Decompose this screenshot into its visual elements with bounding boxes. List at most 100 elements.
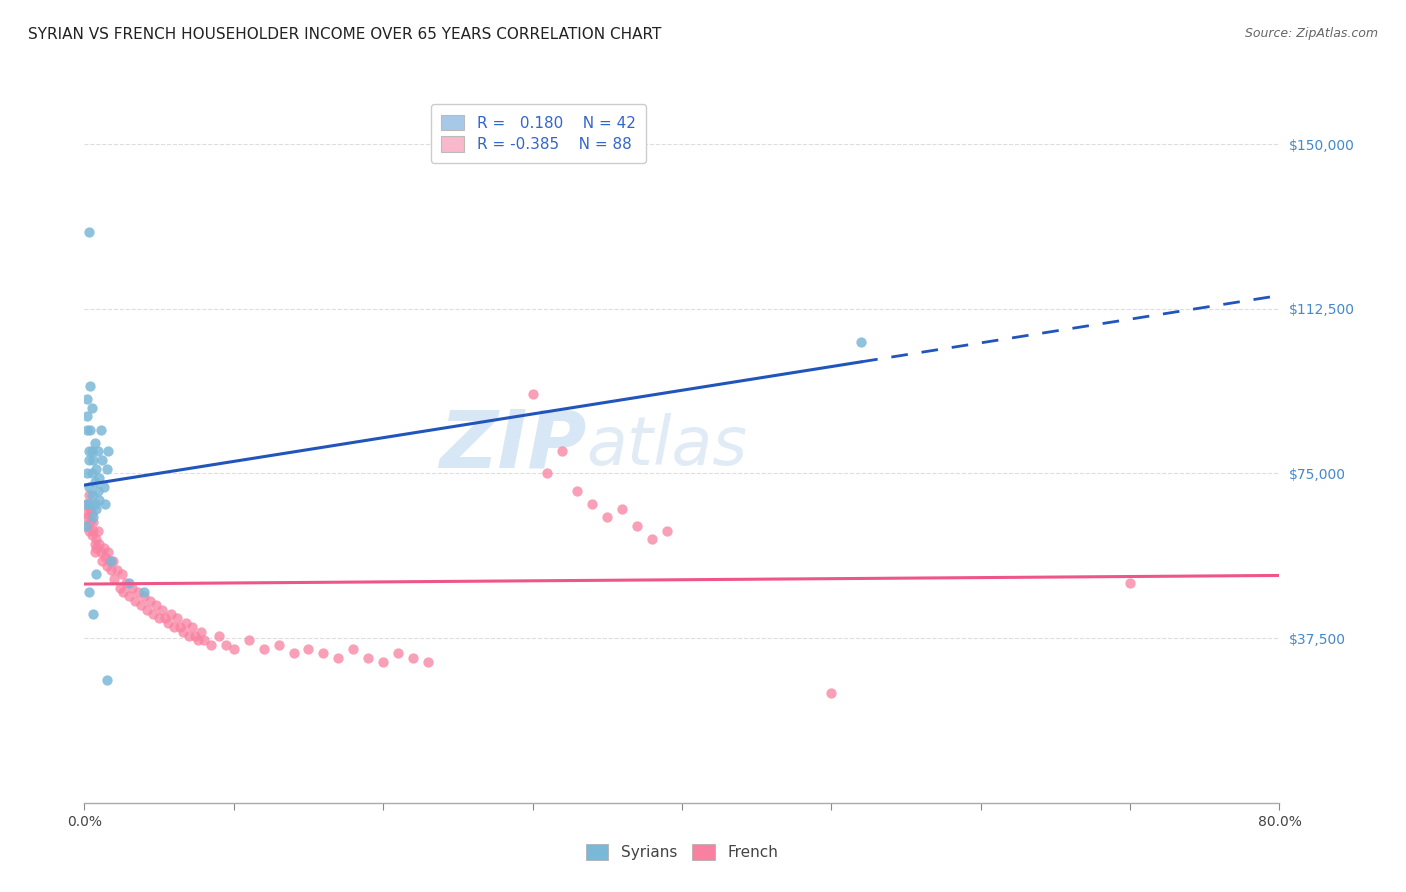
Point bbox=[567, 483, 589, 498]
Point bbox=[118, 576, 141, 591]
Legend: Syrians, French: Syrians, French bbox=[579, 838, 785, 866]
Point bbox=[98, 554, 121, 568]
Point bbox=[87, 444, 110, 458]
Point bbox=[79, 501, 101, 516]
Point bbox=[76, 497, 98, 511]
Point bbox=[76, 409, 98, 424]
Point bbox=[82, 453, 104, 467]
Point bbox=[101, 554, 124, 568]
Point bbox=[851, 334, 873, 349]
Point bbox=[121, 581, 143, 595]
Point bbox=[124, 594, 146, 608]
Point bbox=[342, 642, 364, 657]
Point bbox=[97, 545, 120, 559]
Point bbox=[142, 607, 165, 621]
Point bbox=[87, 483, 110, 498]
Point bbox=[115, 576, 138, 591]
Point bbox=[215, 638, 238, 652]
Point bbox=[80, 528, 103, 542]
Point bbox=[172, 624, 194, 639]
Point bbox=[820, 686, 842, 700]
Point bbox=[79, 497, 101, 511]
Point bbox=[100, 554, 122, 568]
Point bbox=[145, 598, 167, 612]
Point bbox=[94, 497, 117, 511]
Point bbox=[373, 655, 395, 669]
Point bbox=[96, 558, 118, 573]
Point bbox=[89, 471, 111, 485]
Point bbox=[86, 462, 108, 476]
Point bbox=[132, 585, 156, 599]
Text: Source: ZipAtlas.com: Source: ZipAtlas.com bbox=[1244, 27, 1378, 40]
Point bbox=[77, 524, 100, 538]
Point bbox=[83, 475, 105, 490]
Point bbox=[1119, 576, 1142, 591]
Point bbox=[93, 541, 115, 555]
Point bbox=[94, 549, 117, 564]
Point bbox=[77, 225, 100, 239]
Point bbox=[86, 541, 108, 555]
Point bbox=[83, 537, 105, 551]
Point bbox=[89, 492, 111, 507]
Point bbox=[163, 620, 186, 634]
Point bbox=[187, 633, 209, 648]
Point bbox=[174, 615, 197, 630]
Point bbox=[79, 423, 101, 437]
Point bbox=[153, 611, 176, 625]
Point bbox=[80, 506, 103, 520]
Point bbox=[86, 501, 108, 516]
Point bbox=[76, 423, 98, 437]
Point bbox=[416, 655, 439, 669]
Point bbox=[76, 467, 98, 481]
Point bbox=[97, 444, 120, 458]
Point bbox=[139, 594, 162, 608]
Point bbox=[86, 533, 108, 547]
Point bbox=[75, 506, 97, 520]
Point bbox=[184, 629, 207, 643]
Text: SYRIAN VS FRENCH HOUSEHOLDER INCOME OVER 65 YEARS CORRELATION CHART: SYRIAN VS FRENCH HOUSEHOLDER INCOME OVER… bbox=[28, 27, 661, 42]
Point bbox=[83, 435, 105, 450]
Point bbox=[222, 642, 245, 657]
Point bbox=[160, 607, 183, 621]
Point bbox=[96, 673, 118, 687]
Point bbox=[150, 602, 173, 616]
Point bbox=[83, 545, 105, 559]
Point bbox=[103, 572, 125, 586]
Point bbox=[190, 624, 212, 639]
Point bbox=[136, 602, 159, 616]
Point bbox=[387, 647, 409, 661]
Point bbox=[283, 647, 305, 661]
Text: ZIP: ZIP bbox=[439, 407, 586, 485]
Point bbox=[82, 515, 104, 529]
Point bbox=[82, 524, 104, 538]
Point bbox=[132, 590, 156, 604]
Point bbox=[118, 590, 141, 604]
Point bbox=[626, 519, 648, 533]
Point bbox=[111, 567, 134, 582]
Point bbox=[612, 501, 634, 516]
Point bbox=[75, 519, 97, 533]
Text: atlas: atlas bbox=[586, 413, 748, 479]
Point bbox=[83, 497, 105, 511]
Point bbox=[100, 563, 122, 577]
Point bbox=[110, 581, 132, 595]
Point bbox=[181, 620, 204, 634]
Point bbox=[596, 510, 619, 524]
Point bbox=[96, 462, 118, 476]
Point bbox=[177, 629, 200, 643]
Point bbox=[253, 642, 276, 657]
Point bbox=[90, 423, 112, 437]
Point bbox=[75, 497, 97, 511]
Point bbox=[76, 392, 98, 406]
Point bbox=[86, 567, 108, 582]
Point bbox=[89, 537, 111, 551]
Point bbox=[91, 554, 114, 568]
Point bbox=[655, 524, 678, 538]
Point bbox=[91, 453, 114, 467]
Point bbox=[80, 444, 103, 458]
Point bbox=[297, 642, 319, 657]
Point bbox=[76, 510, 98, 524]
Point bbox=[77, 480, 100, 494]
Point bbox=[200, 638, 222, 652]
Point bbox=[551, 444, 574, 458]
